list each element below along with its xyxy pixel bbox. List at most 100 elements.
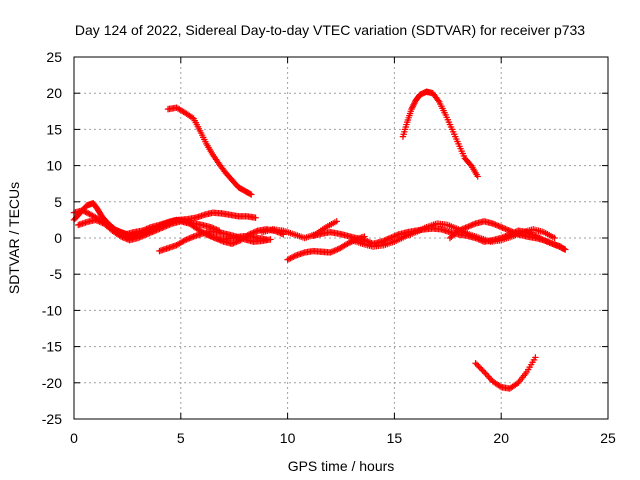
axis-ticks <box>73 56 609 420</box>
x-tick-label: 20 <box>493 430 509 446</box>
y-axis-label: SDTVAR / TECUs <box>6 182 22 294</box>
y-tick-label: 25 <box>46 49 62 65</box>
data-point-interp <box>502 225 509 233</box>
x-tick-label: 0 <box>70 430 78 446</box>
data-point-interp <box>234 238 241 245</box>
data-marks <box>70 88 569 392</box>
data-point-interp <box>544 238 552 246</box>
data-point-interp <box>183 236 190 243</box>
data-point-interp <box>492 221 499 228</box>
data-point-interp <box>83 209 91 216</box>
y-tick-label: 20 <box>46 85 62 101</box>
series-arc-4 <box>124 209 259 242</box>
data-point-interp <box>505 226 512 234</box>
data-point-interp <box>248 229 256 237</box>
data-point-interp <box>470 220 478 228</box>
data-point-interp <box>493 222 501 229</box>
y-tick-labels: -25 -20 -15 -10 -5 0 5 10 15 20 25 <box>42 49 62 427</box>
data-point-interp <box>213 235 220 242</box>
data-point-interp <box>251 228 259 236</box>
data-point-interp <box>476 364 484 371</box>
data-point-interp <box>496 223 503 230</box>
data-point-interp <box>510 229 518 236</box>
data-point-interp <box>180 237 187 245</box>
data-point-interp <box>485 373 492 380</box>
y-tick-label: 15 <box>46 121 62 137</box>
data-point-interp <box>543 238 550 245</box>
series-arc-5 <box>156 228 274 255</box>
data-point-interp <box>458 226 465 233</box>
data-point-interp <box>409 103 417 110</box>
y-tick-label: -20 <box>42 375 62 391</box>
data-point-interp <box>80 208 88 215</box>
data-point-interp <box>495 222 502 230</box>
data-point-interp <box>394 231 401 239</box>
data-point-interp <box>409 104 416 111</box>
data-point-interp <box>156 222 164 229</box>
data-point-interp <box>93 217 100 224</box>
series-arc-12 <box>399 88 481 180</box>
series-arc-11 <box>348 220 558 250</box>
data-point-interp <box>206 232 213 239</box>
y-tick-label: 5 <box>54 194 62 210</box>
data-point-interp <box>253 228 260 235</box>
data-point <box>79 207 86 214</box>
x-tick-labels: 0 5 10 15 20 25 <box>70 430 616 446</box>
data-point-interp <box>389 233 397 240</box>
x-tick-label: 25 <box>600 430 616 446</box>
data-point-interp <box>216 236 223 244</box>
data-point <box>408 105 415 113</box>
data-point <box>267 236 274 243</box>
data-point-interp <box>214 236 222 243</box>
data-point-interp <box>503 226 511 233</box>
data-point-interp <box>456 226 464 234</box>
data-point <box>284 256 291 263</box>
y-tick-label: -15 <box>42 339 62 355</box>
series-arc-9 <box>284 233 368 263</box>
data-point <box>117 233 125 240</box>
data-point-interp <box>411 100 418 107</box>
x-axis-label: GPS time / hours <box>288 458 395 474</box>
data-point <box>203 231 210 238</box>
data-point-interp <box>460 225 468 232</box>
data-point-interp <box>285 255 293 263</box>
data-point <box>562 246 569 253</box>
data-point-interp <box>482 370 489 377</box>
data-point-interp <box>490 220 498 228</box>
data-point-interp <box>210 234 217 241</box>
y-tick-label: -25 <box>42 411 62 427</box>
data-point <box>455 227 462 234</box>
data-point <box>344 240 351 247</box>
data-point <box>333 218 340 225</box>
data-point-interp <box>459 225 466 233</box>
data-point-interp <box>186 235 193 242</box>
data-point-interp <box>233 238 240 246</box>
x-tick-label: 15 <box>387 430 403 446</box>
data-point <box>549 240 556 247</box>
data-point-interp <box>329 248 337 255</box>
data-point-interp <box>154 223 161 231</box>
y-tick-label: -5 <box>50 266 63 282</box>
data-point-interp <box>82 208 89 216</box>
data-point <box>480 368 488 376</box>
data-point-interp <box>208 233 216 240</box>
data-point-interp <box>290 253 297 261</box>
data-point-interp <box>217 237 224 244</box>
data-point-interp <box>218 237 226 245</box>
data-point-interp <box>204 231 212 239</box>
data-point-interp <box>512 229 519 237</box>
chart-title: Day 124 of 2022, Sidereal Day-to-day VTE… <box>75 22 585 38</box>
data-point-interp <box>287 255 294 262</box>
data-point-interp <box>542 237 549 244</box>
data-point <box>245 231 253 238</box>
data-point-interp <box>97 219 105 226</box>
data-point-interp <box>469 221 476 228</box>
data-point <box>327 249 334 256</box>
data-point-interp <box>155 223 162 230</box>
data-point-interp <box>391 232 398 240</box>
data-point-interp <box>151 225 158 232</box>
data-point <box>386 234 394 242</box>
series-arc-14 <box>472 354 539 392</box>
y-tick-label: 10 <box>46 158 62 174</box>
